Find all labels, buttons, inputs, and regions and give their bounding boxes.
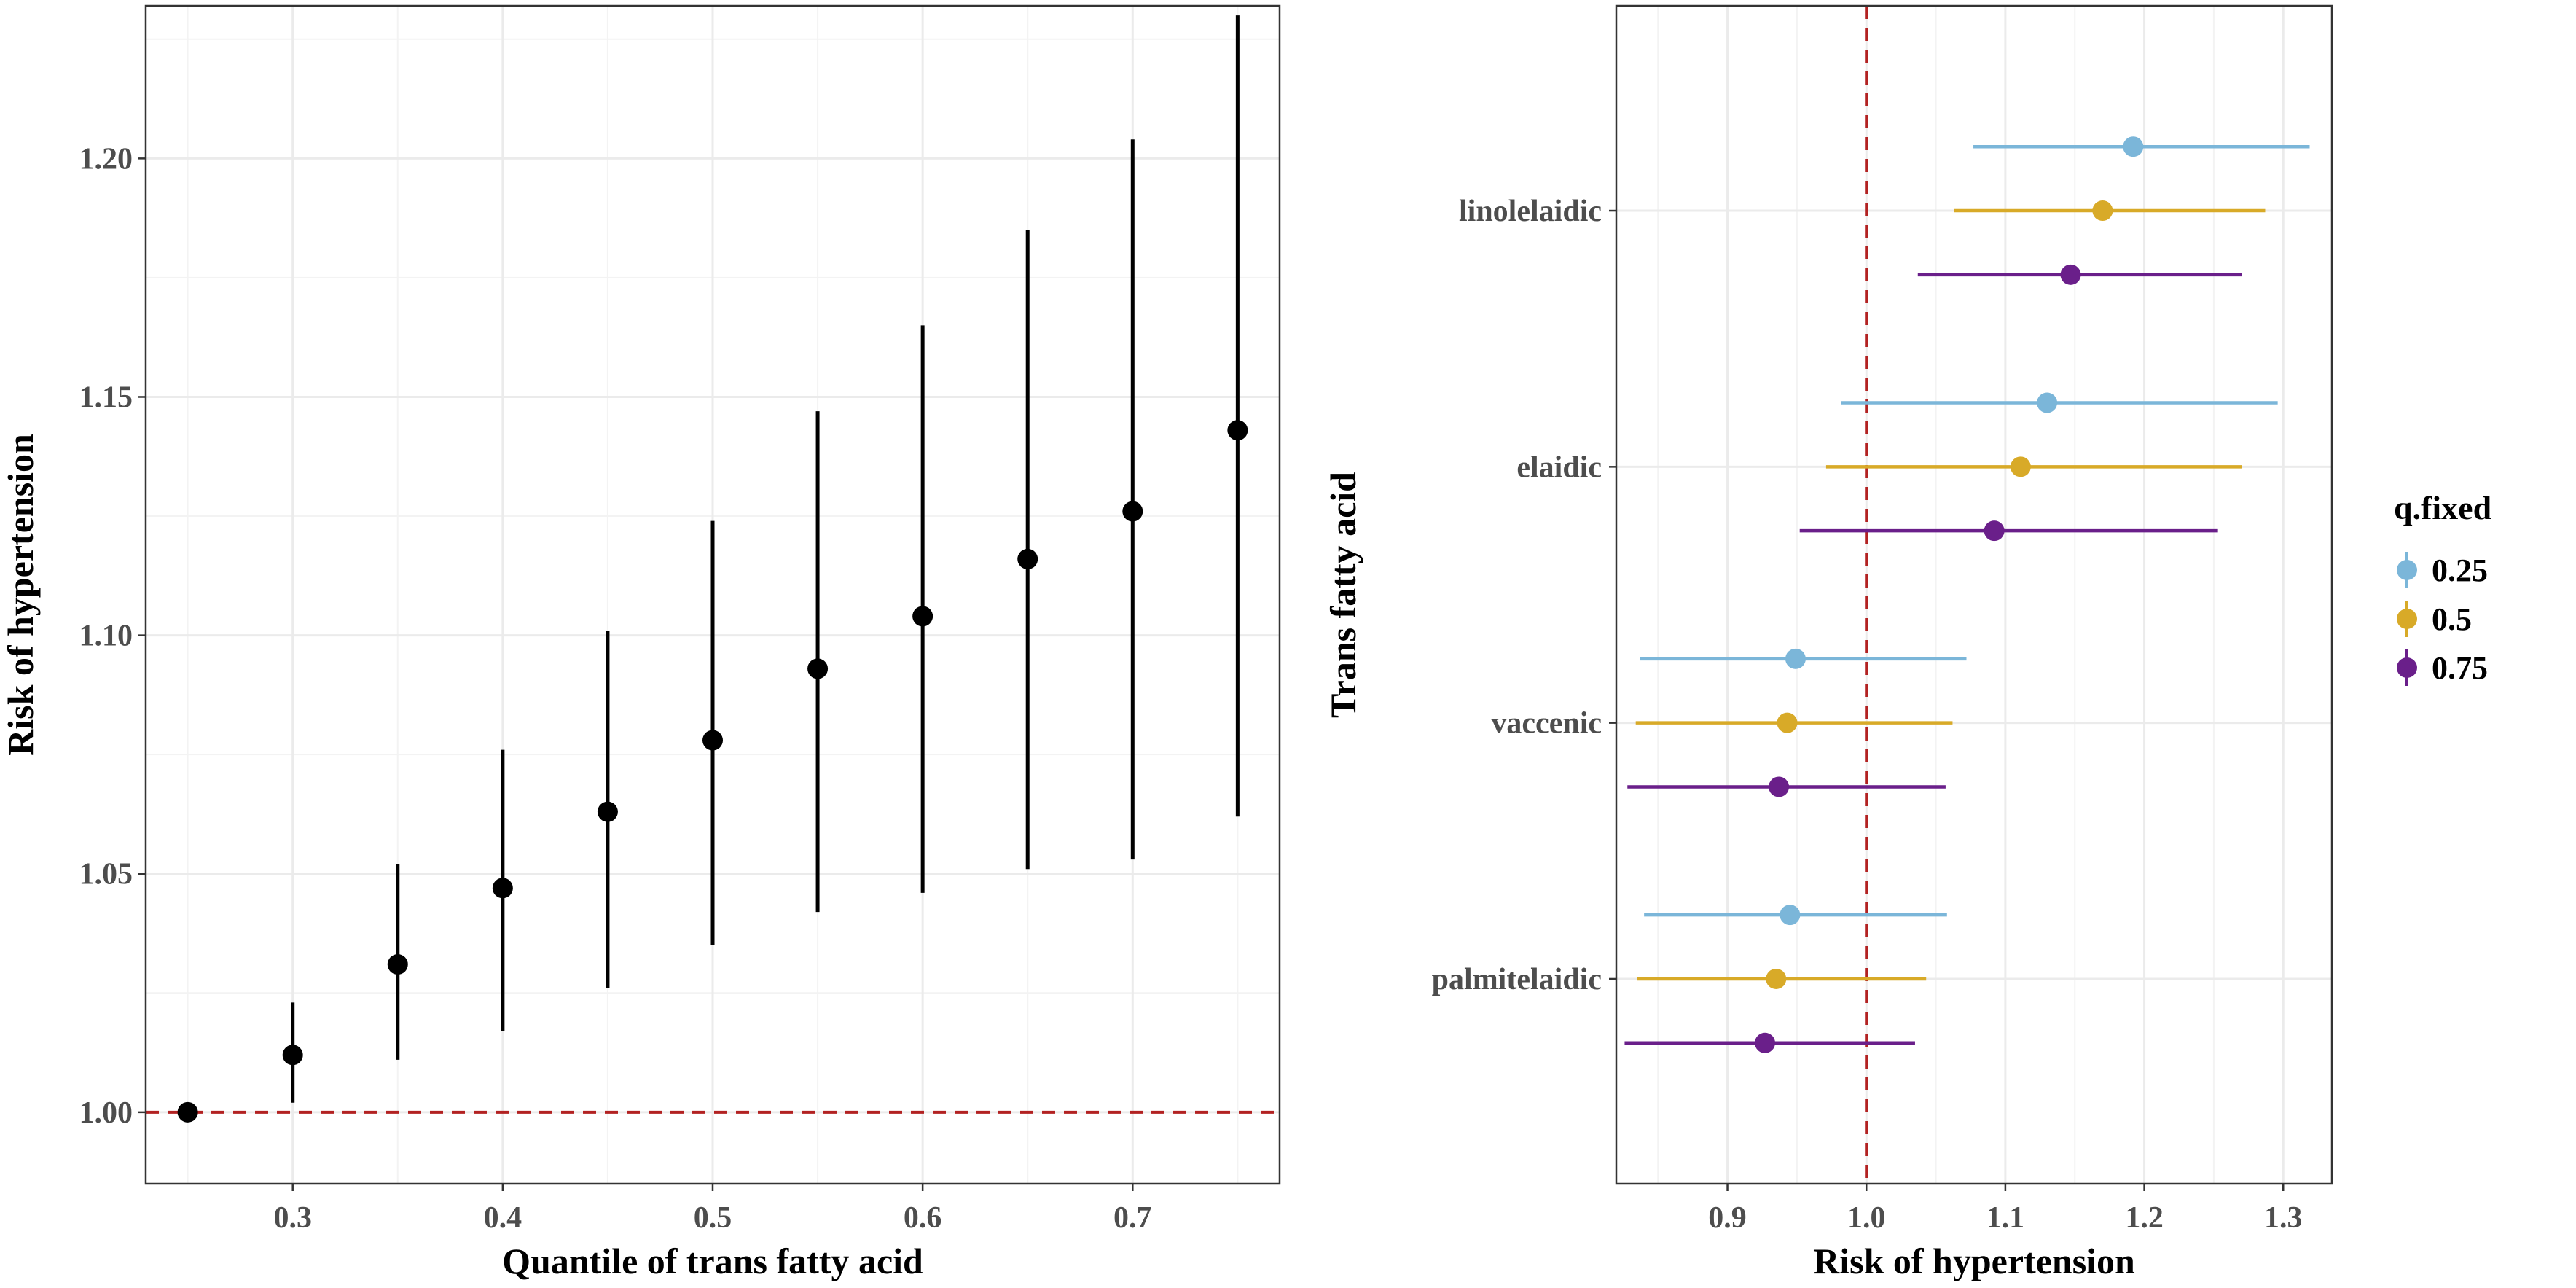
y-tick-label: 1.15: [79, 380, 133, 414]
legend-key-point: [2397, 657, 2417, 678]
y-tick-label: vaccenic: [1491, 707, 1602, 741]
right-y-ticks: linolelaidic elaidic vaccenic palmitelaidic: [1432, 195, 1616, 996]
x-tick-label: 1.0: [1847, 1201, 1886, 1235]
data-point: [1984, 520, 2005, 542]
legend-key-point: [2397, 560, 2417, 580]
right-y-axis-title: Trans fatty acid: [1323, 472, 1363, 718]
x-tick-label: 0.7: [1113, 1201, 1152, 1235]
data-point: [2037, 392, 2058, 413]
y-tick-label: 1.05: [79, 858, 133, 891]
left-y-ticks: 1.00 1.05 1.10 1.15 1.20: [79, 142, 146, 1130]
x-tick-label: 1.2: [2125, 1201, 2164, 1235]
left-x-axis-title: Quantile of trans fatty acid: [502, 1241, 923, 1281]
legend-label: 0.5: [2432, 601, 2472, 637]
y-tick-label: linolelaidic: [1459, 195, 1602, 228]
y-tick-label: 1.00: [79, 1096, 133, 1130]
y-tick-label: 1.10: [79, 620, 133, 653]
data-point: [282, 1045, 303, 1066]
data-point: [1777, 712, 1798, 733]
y-tick-label: palmitelaidic: [1432, 963, 1602, 996]
data-point: [1780, 905, 1801, 926]
legend: q.fixed 0.25 0.5 0.75: [2394, 489, 2492, 686]
data-point: [597, 801, 618, 822]
x-tick-label: 1.1: [1986, 1201, 2025, 1235]
quantile-risk-chart: 0.3 0.4 0.5 0.6 0.7 1.00 1.05 1.10 1.15 1.20 Qua…: [0, 4, 1281, 1281]
data-point: [807, 658, 829, 679]
right-gridlines: [1616, 6, 2332, 1184]
right-panel-border: [1615, 4, 2333, 1185]
x-tick-label: 0.5: [694, 1201, 732, 1235]
data-point: [1017, 548, 1038, 569]
x-tick-label: 1.3: [2264, 1201, 2303, 1235]
data-point: [1755, 1032, 1776, 1053]
legend-key-point: [2397, 609, 2417, 629]
data-point: [387, 954, 408, 975]
data-point: [2123, 136, 2144, 157]
right-x-axis-title: Risk of hypertension: [1813, 1241, 2135, 1281]
legend-label: 0.75: [2432, 650, 2488, 686]
right-x-ticks: 0.9 1.0 1.1 1.2 1.3: [1708, 1184, 2303, 1235]
left-pointranges: [177, 15, 1248, 1123]
legend-keys: 0.25 0.5 0.75: [2397, 552, 2488, 686]
data-point: [2060, 264, 2081, 285]
data-point: [1227, 420, 1248, 441]
left-y-axis-title: Risk of hypertension: [0, 434, 41, 756]
legend-label: 0.25: [2432, 553, 2488, 588]
data-point: [702, 730, 723, 751]
y-tick-label: elaidic: [1516, 450, 1602, 484]
x-tick-label: 0.6: [904, 1201, 942, 1235]
data-point: [177, 1101, 198, 1123]
x-tick-label: 0.4: [484, 1201, 522, 1235]
data-point: [492, 878, 513, 899]
right-pointranges: [1624, 136, 2310, 1053]
data-point: [1122, 501, 1143, 522]
data-point: [1766, 968, 1787, 989]
data-point: [912, 606, 933, 627]
data-point: [1769, 776, 1790, 797]
data-point: [1785, 648, 1806, 669]
data-point: [2092, 200, 2113, 222]
x-tick-label: 0.3: [273, 1201, 312, 1235]
data-point: [2010, 456, 2031, 477]
left-x-ticks: 0.3 0.4 0.5 0.6 0.7: [273, 1184, 1152, 1235]
x-tick-label: 0.9: [1708, 1201, 1747, 1235]
acid-risk-chart: 0.9 1.0 1.1 1.2 1.3 linolelaidic elaidic vacce…: [1323, 4, 2333, 1281]
y-tick-label: 1.20: [79, 142, 133, 176]
legend-title: q.fixed: [2394, 489, 2492, 526]
